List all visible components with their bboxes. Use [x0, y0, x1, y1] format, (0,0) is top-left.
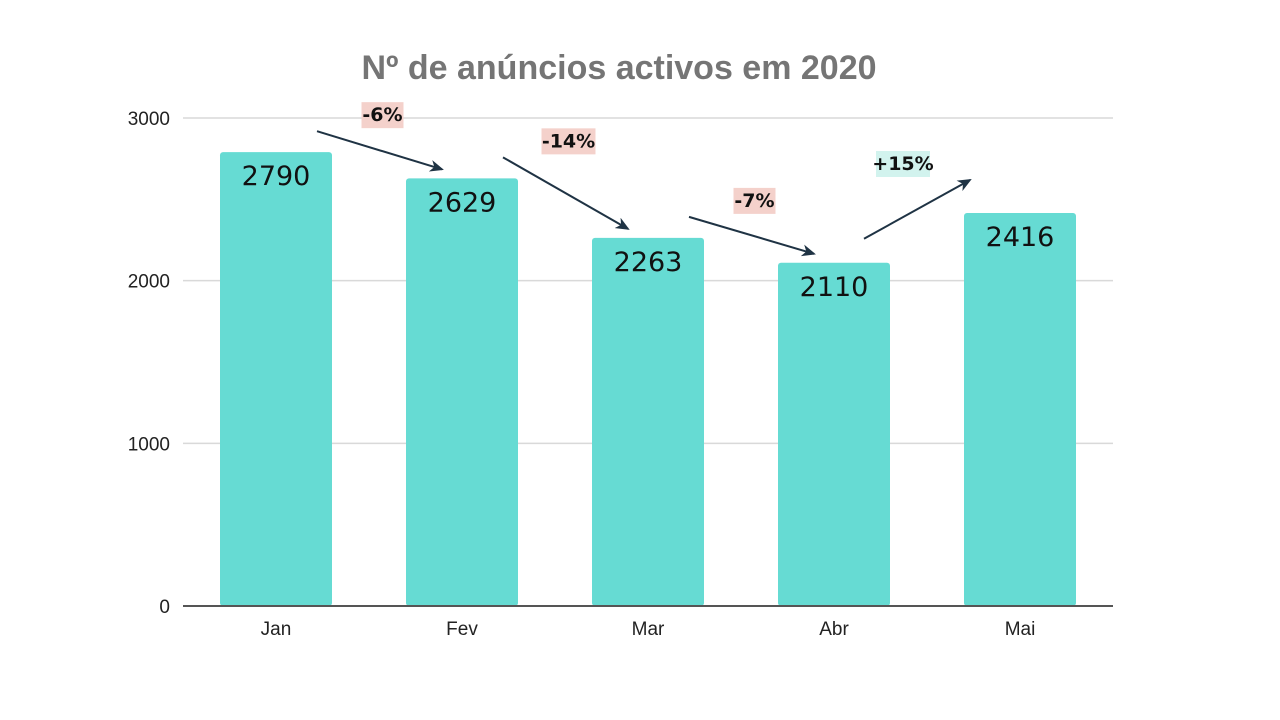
change-badge — [876, 150, 930, 177]
change-arrow — [863, 179, 972, 240]
x-tick-label: Fev — [446, 619, 478, 640]
x-tick-label: Mai — [1005, 619, 1036, 640]
change-percent-label: +15% — [872, 153, 933, 175]
change-badge — [361, 102, 404, 129]
bar-value-label: 2110 — [800, 272, 869, 303]
change-annotations: -6% -14% -7% +15% — [316, 102, 972, 257]
x-tick-label: Abr — [819, 619, 849, 640]
chart-title: Nº de anúncios activos em 2020 — [361, 49, 876, 87]
bar-value-label: 2790 — [242, 161, 311, 192]
bar-fev — [406, 178, 518, 606]
y-axis-ticks: 0 1000 2000 3000 — [128, 109, 170, 618]
change-badge — [541, 128, 596, 155]
bar-value-label: 2263 — [614, 247, 683, 278]
y-tick-label: 3000 — [128, 109, 170, 130]
y-tick-label: 1000 — [128, 434, 170, 455]
bar-value-label: 2416 — [986, 222, 1055, 253]
x-axis-ticks: Jan Fev Mar Abr Mai — [261, 619, 1036, 640]
change-badge — [733, 187, 776, 214]
bar-jan — [220, 152, 332, 606]
y-tick-label: 0 — [159, 597, 170, 618]
bar-value-label: 2629 — [428, 187, 497, 218]
bar-labels: 2790 2629 2263 2110 2416 — [242, 161, 1055, 303]
change-percent-label: -7% — [734, 190, 774, 212]
change-percent-label: -14% — [542, 130, 595, 152]
bar-abr — [778, 262, 890, 606]
change-arrow — [316, 130, 444, 172]
x-tick-label: Mar — [632, 619, 665, 640]
change-percent-label: -6% — [362, 104, 402, 126]
x-tick-label: Jan — [261, 619, 292, 640]
y-tick-label: 2000 — [128, 272, 170, 293]
change-arrow — [502, 156, 630, 230]
bar-mai — [964, 212, 1076, 607]
change-arrow — [688, 215, 816, 257]
bar-mar — [592, 237, 704, 607]
bars — [220, 152, 1076, 607]
